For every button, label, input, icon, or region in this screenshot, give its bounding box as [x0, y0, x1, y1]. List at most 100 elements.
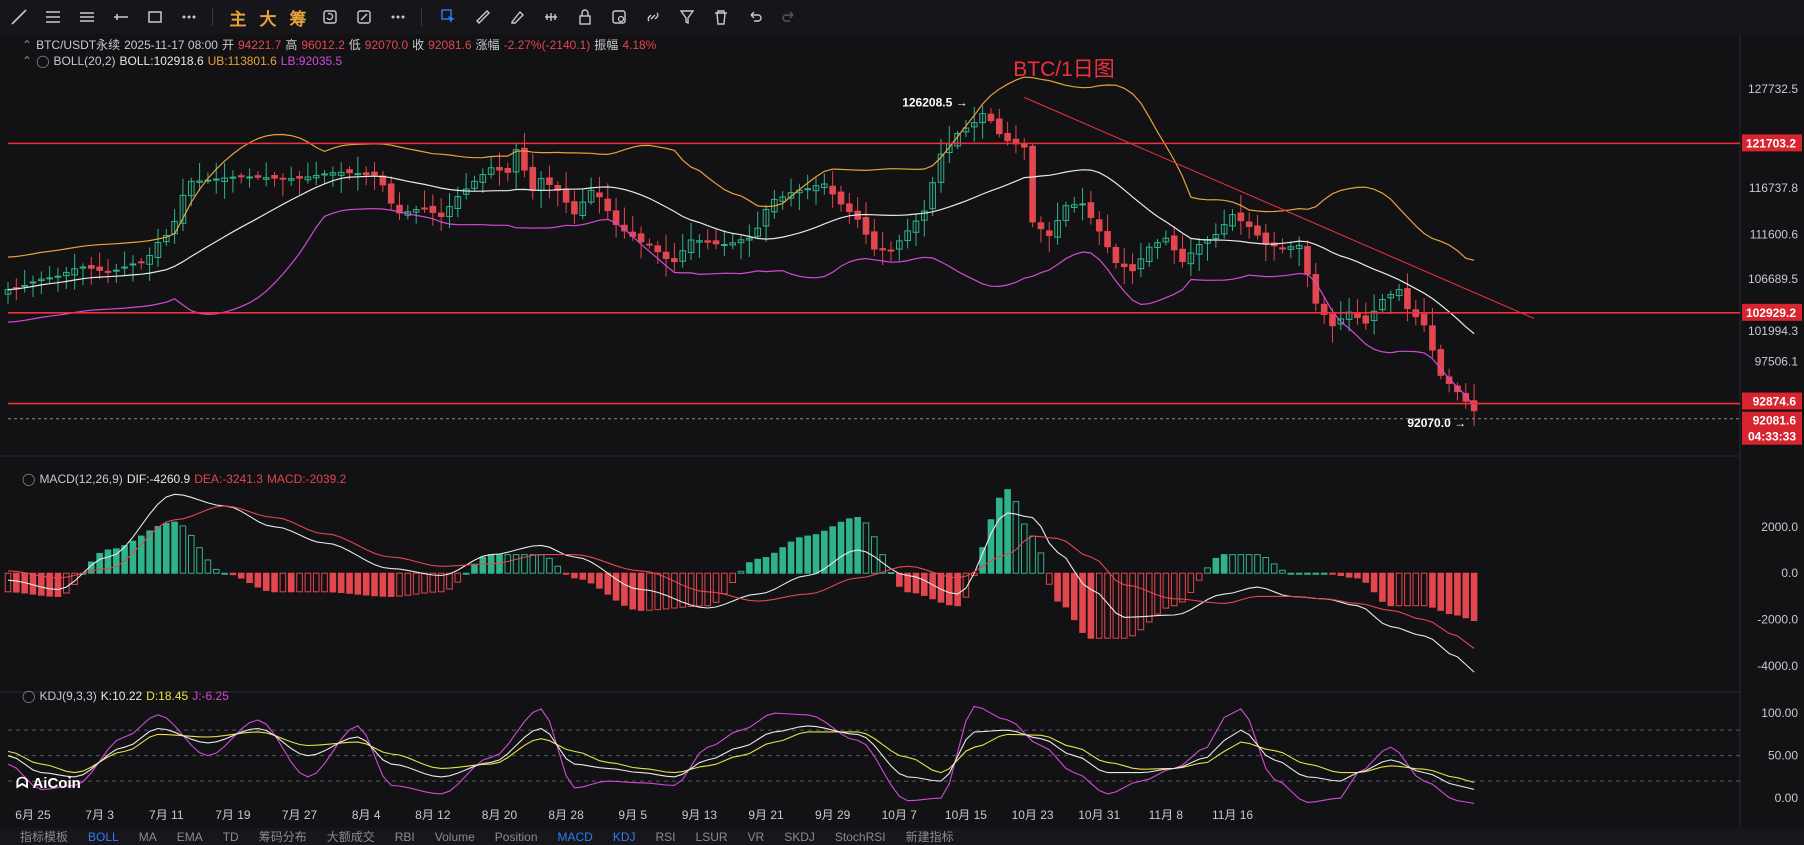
- indicator-tab[interactable]: 大额成交: [326, 830, 375, 844]
- boll-mid-line: [7, 169, 1475, 335]
- indicator-tab[interactable]: 指标模板: [20, 830, 69, 844]
- macd-histogram-bar: [454, 572, 462, 583]
- macd-pane: [4, 489, 1478, 673]
- filter-icon[interactable]: [672, 2, 702, 32]
- big-order-button[interactable]: 大: [259, 9, 277, 29]
- macd-histogram-bar: [371, 572, 378, 597]
- indicator-tab[interactable]: MACD: [557, 829, 593, 844]
- ruler-icon[interactable]: [468, 2, 498, 32]
- candle: [279, 177, 287, 180]
- candle: [212, 178, 220, 181]
- indicator-tab[interactable]: RSI: [655, 829, 676, 844]
- menu-lines-icon[interactable]: [38, 2, 68, 32]
- indicator-tab[interactable]: SKDJ: [784, 829, 815, 844]
- macd-histogram-bar: [612, 572, 620, 601]
- candle: [1212, 234, 1220, 239]
- indicator-tab[interactable]: EMA: [176, 829, 203, 844]
- macd-histogram-bar: [1420, 572, 1428, 607]
- candle: [1262, 232, 1270, 245]
- boll-header: ⌃ ◯ BOLL(20,2) BOLL:102918.6 UB:113801.6 LB:9…: [22, 54, 346, 68]
- candle: [337, 171, 345, 176]
- more-icon[interactable]: [383, 2, 413, 32]
- undo-icon[interactable]: [740, 2, 770, 32]
- indicator-tab[interactable]: 新建指标: [905, 830, 954, 844]
- indicator-tab[interactable]: LSUR: [695, 829, 728, 844]
- kdj-d-line: [7, 731, 1475, 783]
- settings-box-icon[interactable]: [604, 2, 634, 32]
- macd-histogram-bar: [1404, 572, 1411, 607]
- indicator-tab[interactable]: TD: [222, 829, 239, 844]
- chip-distribution-button[interactable]: 筹: [289, 9, 307, 29]
- chevron-icon[interactable]: ⌃: [22, 54, 33, 68]
- price-tag-label: 92874.6: [1753, 395, 1797, 409]
- parallel-lines-icon[interactable]: [72, 2, 102, 32]
- candle: [1195, 243, 1203, 255]
- low-value: 92070.0: [364, 38, 409, 52]
- price-chart[interactable]: 126208.5 → 92070.0 → 127732.5 116737.8 1116…: [0, 34, 1804, 828]
- macd-histogram-bar: [1162, 572, 1170, 609]
- eraser-pen-icon[interactable]: [502, 2, 532, 32]
- price-tag: [1742, 411, 1802, 429]
- macd-histogram-bar: [962, 572, 970, 598]
- redo-icon[interactable]: [774, 2, 804, 32]
- indicator-tab[interactable]: Volume: [434, 829, 475, 844]
- drawing-toolbar: 主 大 筹: [0, 0, 1804, 35]
- macd-histogram-bar: [1320, 572, 1328, 575]
- more-tools-icon[interactable]: [174, 2, 204, 32]
- candle: [162, 234, 170, 243]
- low-annotation: 92070.0 →: [1407, 416, 1466, 430]
- macd-histogram-bar: [629, 572, 637, 610]
- indicator-tab[interactable]: MA: [138, 829, 157, 844]
- chevron-icon[interactable]: ⌃: [22, 38, 33, 52]
- high-label: 高: [285, 38, 298, 52]
- kdj-tick-label: 50.00: [1768, 749, 1798, 763]
- macd-value: MACD:-2039.2: [266, 472, 347, 486]
- bell-icon[interactable]: ◯: [22, 472, 36, 486]
- indicator-tab[interactable]: KDJ: [612, 829, 636, 844]
- magnet-icon[interactable]: [536, 2, 566, 32]
- time-tick-label: 8月 4: [352, 808, 381, 822]
- trendline-tool-icon[interactable]: [4, 2, 34, 32]
- indicator-tab[interactable]: Position: [494, 829, 538, 844]
- indicator-tab[interactable]: 筹码分布: [258, 830, 307, 844]
- macd-histogram-bar: [63, 572, 70, 594]
- price-tick-label: 111600.6: [1750, 228, 1799, 242]
- macd-header: ◯ MACD(12,26,9) DIF:-4260.9 DEA:-3241.3 MACD…: [22, 472, 350, 486]
- refresh-icon[interactable]: [315, 2, 345, 32]
- candle: [970, 122, 978, 128]
- candle: [779, 196, 786, 202]
- candle: [1395, 289, 1403, 297]
- candle: [787, 192, 795, 199]
- horizontal-ray-icon[interactable]: [106, 2, 136, 32]
- main-chart-button[interactable]: 主: [229, 9, 247, 29]
- macd-histogram-bar: [746, 562, 753, 574]
- macd-histogram-bar: [562, 572, 570, 575]
- candle: [1104, 231, 1111, 248]
- bell-icon[interactable]: ◯: [22, 689, 36, 703]
- link-icon[interactable]: [638, 2, 668, 32]
- macd-histogram-bar: [671, 572, 678, 609]
- select-cursor-icon[interactable]: [434, 2, 464, 32]
- indicator-tab[interactable]: VR: [747, 829, 765, 844]
- candle: [921, 210, 928, 221]
- indicator-tab[interactable]: BOLL: [88, 829, 119, 844]
- rectangle-tool-icon[interactable]: [140, 2, 170, 32]
- macd-histogram-bar: [304, 572, 312, 593]
- lock-icon[interactable]: [570, 2, 600, 32]
- macd-histogram-bar: [1379, 572, 1386, 602]
- price-tag: [1742, 134, 1802, 152]
- candle: [487, 167, 495, 175]
- macd-tick-label: -2000.0: [1757, 613, 1798, 627]
- amp-value: 4.18%: [622, 38, 657, 52]
- candle: [71, 268, 78, 276]
- candle: [154, 241, 162, 258]
- indicator-tab[interactable]: RBI: [394, 829, 415, 844]
- macd-histogram-bar: [296, 572, 303, 593]
- toolbar-divider: [421, 8, 422, 26]
- indicator-tab[interactable]: StochRSI: [834, 829, 886, 844]
- bell-icon[interactable]: ◯: [36, 54, 50, 68]
- drawing-icon[interactable]: [349, 2, 379, 32]
- macd-histogram-bar: [729, 572, 737, 584]
- trash-icon[interactable]: [706, 2, 736, 32]
- macd-histogram-bar: [379, 572, 387, 597]
